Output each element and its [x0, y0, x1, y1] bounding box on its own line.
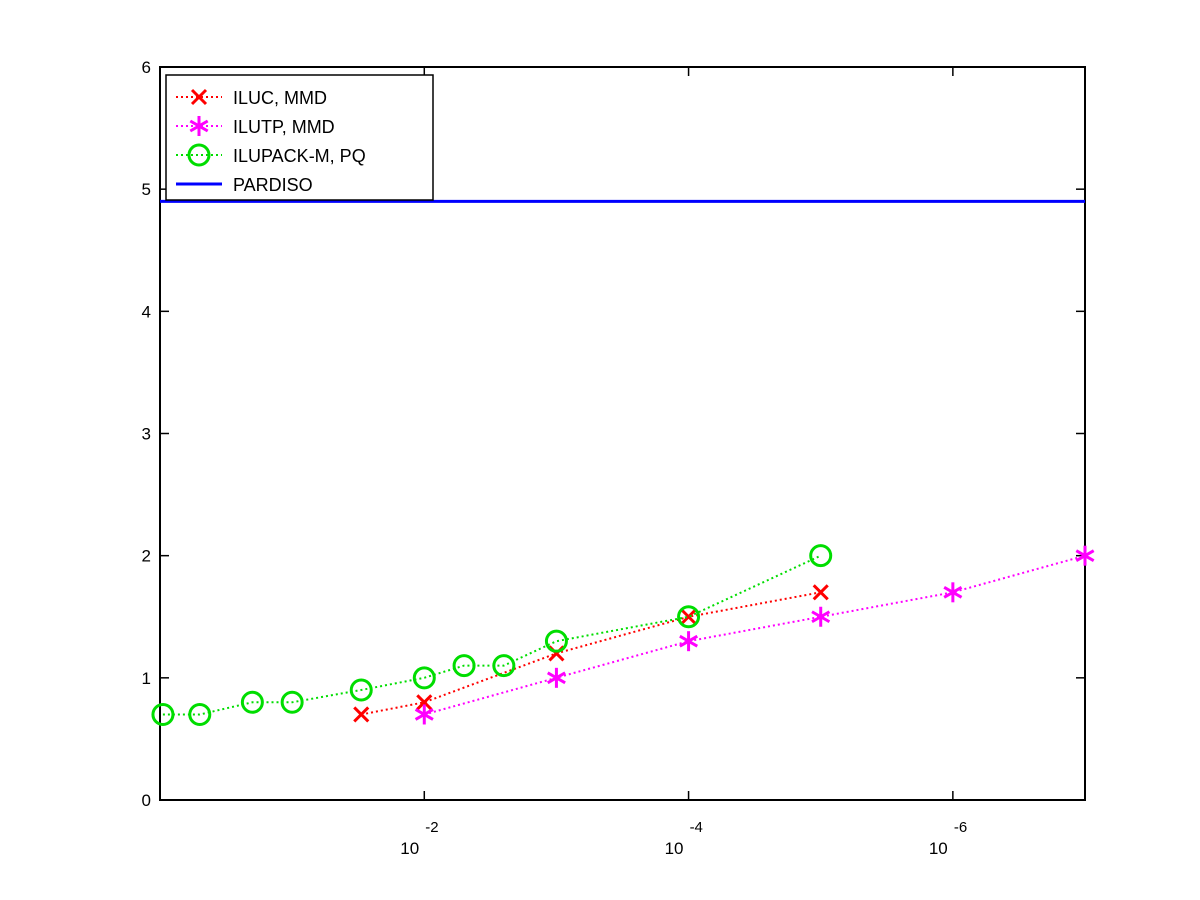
- y-tick-label: 2: [142, 547, 151, 566]
- x-tick-label-exponent: -6: [954, 819, 967, 836]
- circle-marker: [452, 654, 476, 678]
- asterisk-marker: [679, 631, 699, 652]
- y-tick-label: 6: [142, 58, 151, 77]
- circle-marker: [544, 629, 568, 653]
- series-line: [424, 554, 1086, 716]
- circle-marker: [240, 690, 264, 714]
- x-marker: [416, 694, 433, 711]
- legend-label: ILUPACK-M, PQ: [233, 146, 366, 166]
- x-marker: [680, 608, 697, 625]
- asterisk-marker: [1075, 545, 1095, 566]
- legend-item: PARDISO: [176, 175, 313, 195]
- y-tick-label: 5: [142, 180, 151, 199]
- series-line: [162, 554, 822, 716]
- x-tick-label-base: 10: [929, 839, 948, 858]
- legend: ILUC, MMD ILUTP, MMD ILUPACK-M, PQ PARDISO: [165, 74, 434, 201]
- circle-marker: [187, 143, 211, 167]
- x-marker: [353, 706, 370, 723]
- legend-item: ILUPACK-M, PQ: [176, 143, 366, 167]
- series-group: [151, 199, 1095, 726]
- legend-item: ILUTP, MMD: [176, 116, 335, 137]
- x-tick-label-base: 10: [400, 839, 419, 858]
- asterisk-marker: [414, 704, 434, 725]
- x-tick-label-exponent: -2: [425, 819, 438, 836]
- circle-marker: [188, 702, 212, 726]
- circle-marker: [677, 605, 701, 629]
- circle-marker: [280, 690, 304, 714]
- x-marker: [190, 88, 208, 106]
- legend-box: [165, 74, 434, 201]
- y-tick-label: 4: [142, 302, 151, 321]
- axes: 0 1 2 3 4 5 6 10 -2 10 -4 10 -6: [142, 58, 1086, 858]
- circle-marker: [492, 654, 516, 678]
- legend-label: PARDISO: [233, 175, 313, 195]
- y-tick-label: 0: [142, 791, 151, 810]
- circle-marker: [809, 544, 833, 568]
- plot-frame: [159, 66, 1086, 801]
- legend-label: ILUC, MMD: [233, 88, 327, 108]
- series-ilutp-mmd: [414, 545, 1095, 725]
- x-tick-label-base: 10: [665, 839, 684, 858]
- x-marker: [812, 584, 829, 601]
- circle-marker: [151, 702, 175, 726]
- x-tick-label-exponent: -4: [690, 819, 703, 836]
- y-tick-label: 3: [142, 425, 151, 444]
- circle-marker: [412, 666, 436, 690]
- circle-marker: [349, 678, 373, 702]
- y-tick-label: 1: [142, 669, 151, 688]
- legend-item: ILUC, MMD: [176, 88, 327, 108]
- series-ilupack-m-pq: [151, 544, 833, 726]
- asterisk-marker: [943, 582, 963, 603]
- legend-label: ILUTP, MMD: [233, 117, 335, 137]
- asterisk-marker: [189, 116, 209, 136]
- asterisk-marker: [546, 667, 566, 688]
- asterisk-marker: [811, 606, 831, 627]
